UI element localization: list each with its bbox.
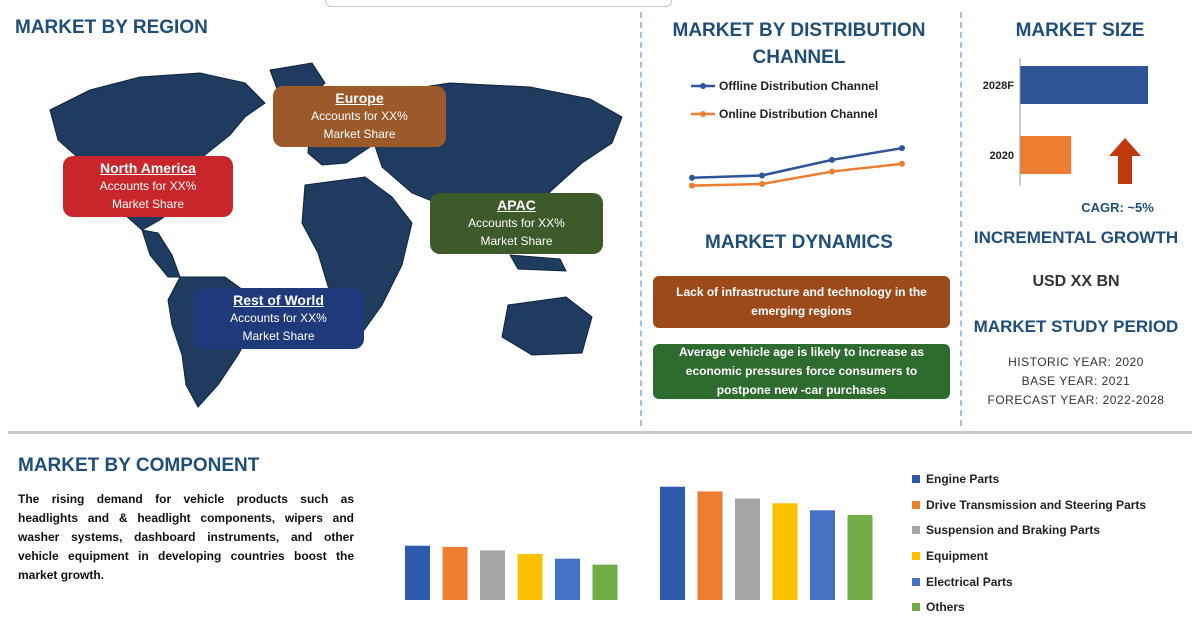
legend-label: Others [926,600,965,615]
dynamics-heading: MARKET DYNAMICS [705,232,893,253]
size-bar-label: 2028F [983,80,1014,92]
region-share-label: Market Share [480,234,553,248]
data-point [899,160,905,167]
historic-year: HISTORIC YEAR: 2020 [1008,355,1144,369]
component-bar-chart [405,486,873,600]
series-line-online [691,162,903,187]
component-bar [810,510,835,600]
legend-label: Equipment [926,548,988,563]
region-share-label: Market Share [242,329,315,343]
distribution-line-chart [689,145,905,189]
legend-label: Suspension and Braking Parts [926,523,1101,538]
market-size-chart: 2028F 2020 [983,58,1148,186]
component-bar [480,550,505,600]
region-share-label: Market Share [111,197,185,211]
distribution-heading: MARKET BY DISTRIBUTION CHANNEL [650,17,948,71]
region-name: Europe [335,90,384,106]
data-point [689,174,695,181]
region-box-europe: Europe Accounts for XX% Market Share [273,86,446,147]
size-bar-label: 2020 [990,150,1014,162]
region-share-text: Accounts for XX% [99,179,197,193]
legend-swatch [912,526,920,535]
component-bar [697,491,723,600]
legend-swatch [912,474,920,483]
region-box-north-america: North America Accounts for XX% Market Sh… [63,156,233,217]
legend-label-offline: Offline Distribution Channel [719,79,878,93]
region-name: North America [100,160,196,176]
base-year: BASE YEAR: 2021 [1021,374,1131,388]
data-point [759,181,765,188]
legend-label: Electrical Parts [926,574,1013,589]
incremental-value: USD XX BN [1032,273,1120,290]
component-bar [660,486,685,600]
region-box-apac: APAC Accounts for XX% Market Share [430,193,603,254]
component-bar [735,498,760,600]
series-line-offline [691,146,903,180]
region-share-text: Accounts for XX% [468,216,565,230]
distribution-heading-line2: CHANNEL [752,47,846,68]
legend-marker-offline [700,83,706,89]
region-name: APAC [497,197,536,213]
cagr-text: CAGR: ~5% [1081,200,1154,215]
data-point [899,145,905,152]
region-share-text: Accounts for XX% [230,311,327,325]
component-bar [442,546,468,600]
legend-label: Engine Parts [926,471,1000,486]
data-point [689,182,695,189]
component-legend-item: Drive Transmission and Steering Parts [912,492,1192,518]
forecast-year: FORECAST YEAR: 2022-2028 [987,393,1165,407]
size-bar [1020,66,1148,104]
incremental-heading: INCREMENTAL GROWTH [973,228,1179,247]
legend-label: Drive Transmission and Steering Parts [926,497,1147,512]
component-bar [592,564,618,600]
size-bar [1020,136,1072,174]
component-bar [847,515,873,600]
component-legend-item: Equipment [912,543,1192,569]
component-legend: Engine Parts Drive Transmission and Steer… [912,466,1192,620]
legend-swatch [912,603,920,612]
component-legend-item: Electrical Parts [912,569,1192,595]
component-legend-item: Others [912,594,1192,620]
component-bar [405,545,430,600]
dynamics-item-vehicle-age: Average vehicle age is likely to increas… [653,344,950,399]
component-bar [517,553,543,600]
legend-swatch [912,500,920,509]
distribution-legend: Offline Distribution Channel Online Dist… [691,79,878,121]
region-name: Rest of World [233,292,324,308]
size-heading: MARKET SIZE [1015,20,1145,41]
component-bar [772,503,798,600]
legend-swatch [912,577,920,586]
component-legend-item: Suspension and Braking Parts [912,517,1192,543]
data-point [829,156,835,163]
study-heading: MARKET STUDY PERIOD [973,317,1179,336]
top-banner-edge [325,0,672,7]
region-share-text: Accounts for XX% [311,109,408,123]
component-description: The rising demand for vehicle products s… [18,492,354,582]
component-bar [555,558,580,600]
data-point [829,168,835,175]
data-point [759,172,765,179]
legend-swatch [912,551,920,560]
legend-label-online: Online Distribution Channel [719,107,878,121]
component-legend-item: Engine Parts [912,466,1192,492]
component-heading: MARKET BY COMPONENT [18,455,260,476]
region-share-label: Market Share [323,127,396,141]
region-box-rest-of-world: Rest of World Accounts for XX% Market Sh… [193,288,364,349]
growth-arrow-icon [1109,138,1141,184]
divider-left [640,12,642,426]
divider-right [960,12,962,426]
distribution-heading-line1: MARKET BY DISTRIBUTION [672,20,926,41]
dynamics-item-infrastructure: Lack of infrastructure and technology in… [653,276,950,328]
legend-marker-online [700,111,706,117]
section-divider [8,431,1192,434]
region-heading: MARKET BY REGION [15,17,208,38]
